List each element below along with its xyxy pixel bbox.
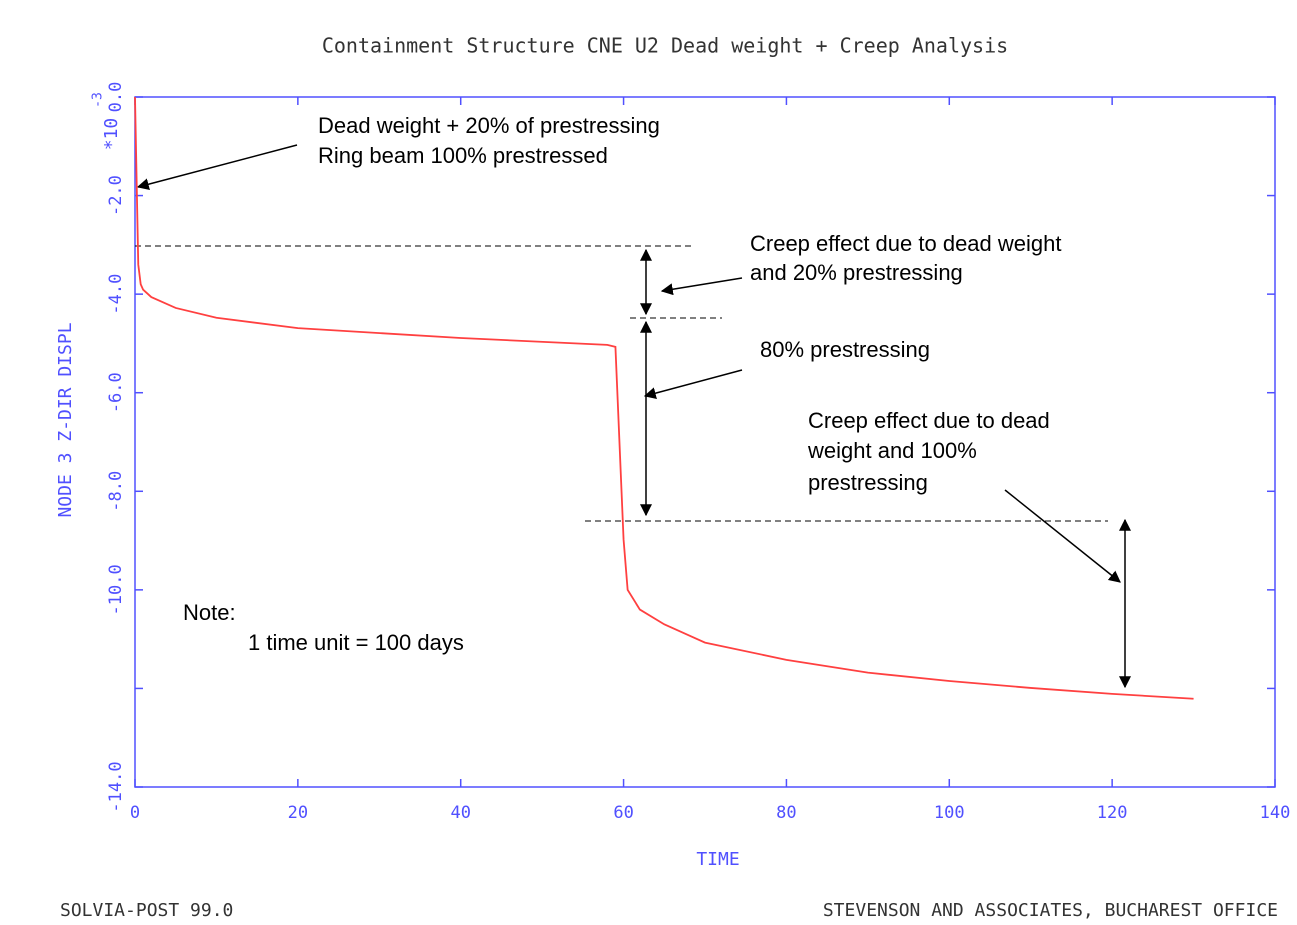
x-tick-label: 20 [288, 803, 308, 823]
x-tick-label: 0 [130, 803, 140, 823]
plot-area [134, 96, 1276, 788]
x-tick-label: 40 [450, 803, 470, 823]
annotation: Creep effect due to dead [808, 408, 1050, 433]
y-tick-label: -10.0 [106, 564, 126, 615]
data-line [134, 96, 1194, 700]
annotation: Dead weight + 20% of prestressing [318, 113, 660, 138]
x-tick-label: 80 [776, 803, 796, 823]
y-multiplier-exp: -3 [91, 92, 106, 108]
annotation: 80% prestressing [760, 337, 930, 362]
plot-frame [134, 96, 1276, 788]
annotation: Creep effect due to dead weight [750, 231, 1061, 256]
annotation: weight and 100% [807, 438, 977, 463]
arrow [643, 369, 743, 399]
y-axis-label: NODE 3 Z-DIR DISPL [55, 322, 76, 517]
x-tick-label: 120 [1097, 803, 1128, 823]
x-tick-label: 100 [934, 803, 965, 823]
footer-right: STEVENSON AND ASSOCIATES, BUCHAREST OFFI… [823, 900, 1278, 921]
y-tick-label: -8.0 [106, 471, 126, 512]
annotation: Ring beam 100% prestressed [318, 143, 608, 168]
y-tick-label: -2.0 [106, 175, 126, 216]
annotation: Note: [183, 600, 236, 625]
annotation: and 20% prestressing [750, 260, 963, 285]
x-axis-label: TIME [696, 849, 739, 870]
arrow [660, 277, 743, 296]
y-tick-label: 0.0 [106, 82, 126, 113]
y-tick-label: -4.0 [106, 274, 126, 315]
annotation: 1 time unit = 100 days [248, 630, 464, 655]
arrow [1004, 489, 1121, 583]
arrow [136, 144, 298, 191]
footer-left: SOLVIA-POST 99.0 [60, 900, 233, 921]
annotations: Dead weight + 20% of prestressing Ring b… [135, 113, 1131, 689]
y-tick-label: -14.0 [106, 761, 126, 812]
x-tick-label: 60 [613, 803, 633, 823]
y-tick-label: -6.0 [106, 372, 126, 413]
x-tick-label: 140 [1260, 803, 1291, 823]
chart-title: Containment Structure CNE U2 Dead weight… [322, 34, 1008, 58]
y-multiplier: *10 [101, 118, 122, 151]
annotation: prestressing [808, 470, 928, 495]
